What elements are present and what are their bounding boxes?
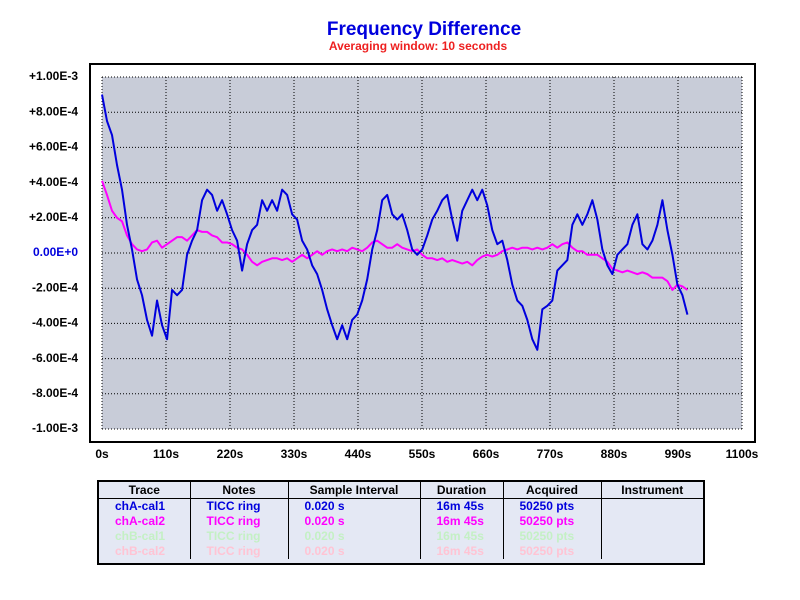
plot-area: [102, 77, 742, 429]
x-tick-label: 0s: [95, 447, 109, 461]
header-row: Trace Notes Sample Interval Duration Acquire…: [99, 482, 703, 499]
table-cell: chB-cal1: [115, 529, 166, 543]
x-tick-label: 660s: [473, 447, 500, 461]
table-cell: 16m 45s: [419, 514, 503, 529]
table-cell: 0.020 s: [287, 514, 420, 529]
table-cell: 16m 45s: [419, 498, 503, 514]
x-tick-label: 770s: [537, 447, 564, 461]
table-cell: 50250 pts: [502, 498, 601, 514]
table-cell: 0.020 s: [287, 544, 420, 559]
x-tick-label: 880s: [601, 447, 628, 461]
y-tick-label: +8.00E-4: [29, 104, 78, 118]
table-cell: 50250 pts: [502, 529, 601, 544]
table-cell: TICC ring: [189, 544, 288, 559]
data-line: [101, 180, 689, 291]
x-tick-label: 220s: [217, 447, 244, 461]
y-tick-label: +6.00E-4: [29, 140, 78, 154]
table-cell: chA-cal2: [115, 514, 166, 528]
chart-subtitle: Averaging window: 10 seconds: [329, 39, 508, 53]
table-cell: chA-cal1: [115, 499, 166, 513]
y-tick-label: -2.00E-4: [32, 280, 78, 294]
x-tick-label: 110s: [153, 447, 179, 461]
y-tick-label: -6.00E-4: [32, 351, 78, 365]
data-line: [101, 94, 689, 351]
y-tick-label: 0.00E+0: [33, 245, 78, 259]
table-cell: TICC ring: [189, 498, 288, 514]
x-tick-label: 990s: [665, 447, 692, 461]
y-tick-label: +2.00E-4: [29, 210, 78, 224]
column-header: Notes: [189, 482, 289, 499]
column-header: Instrument: [600, 482, 703, 499]
x-tick-label: 330s: [281, 447, 308, 461]
x-tick-label: 440s: [345, 447, 372, 461]
table-row: chA-cal2 TICC ring 0.020 s 16m 45s 50250 pts: [99, 514, 703, 529]
chart-title: Frequency Difference: [327, 19, 521, 40]
table-row: chA-cal1 TICC ring 0.020 s 16m 45s 50250 pts: [99, 498, 703, 514]
table-cell-empty: [600, 514, 703, 529]
x-tick-label: 550s: [409, 447, 436, 461]
table-cell: 0.020 s: [287, 498, 420, 514]
table-row: chB-cal1 TICC ring 0.020 s 16m 45s 50250 pts: [99, 529, 703, 544]
table-cell: 50250 pts: [502, 514, 601, 529]
table-cell: 16m 45s: [419, 529, 503, 544]
y-tick-label: -1.00E-3: [32, 421, 78, 435]
table-cell-empty: [600, 544, 703, 559]
table-row: chB-cal2 TICC ring 0.020 s 16m 45s 50250 pts: [99, 544, 703, 559]
column-header: Trace: [99, 482, 191, 499]
table-cell: TICC ring: [189, 514, 288, 529]
x-tick-label: 1100s: [726, 447, 759, 461]
y-tick-label: -8.00E-4: [32, 386, 78, 400]
table-cell: chB-cal2: [115, 544, 166, 558]
y-tick-label: +1.00E-3: [29, 69, 78, 83]
table-cell: TICC ring: [189, 529, 288, 544]
table-cell: 0.020 s: [287, 529, 420, 544]
chart: Frequency Difference Averaging window: 1…: [29, 19, 759, 461]
table-cell: 50250 pts: [502, 544, 601, 559]
table-cell-empty: [600, 529, 703, 544]
table-cell: 16m 45s: [419, 544, 503, 559]
column-header: Acquired: [502, 482, 602, 499]
table-cell-empty: [600, 498, 703, 514]
column-header: Duration: [419, 482, 504, 499]
column-header: Sample Interval: [287, 482, 421, 499]
y-tick-label: -4.00E-4: [32, 316, 78, 330]
table: Trace Notes Sample Interval Duration Acquire…: [99, 482, 703, 559]
y-tick-label: +4.00E-4: [29, 175, 78, 189]
trace-table: Trace Notes Sample Interval Duration Acquire…: [97, 480, 705, 565]
